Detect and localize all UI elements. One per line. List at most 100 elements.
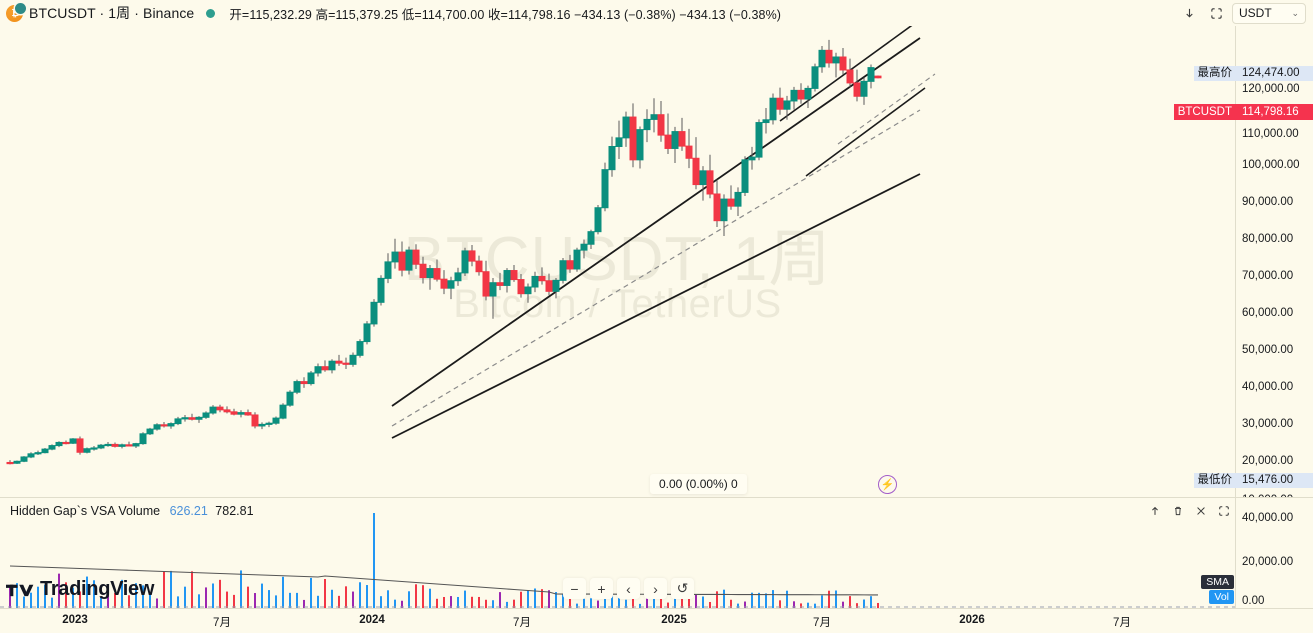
time-tick: 7月 [1113,617,1131,629]
price-chart-plot[interactable]: BTCUSDT, 1周 Bitcoin / TetherUS [0,26,1235,497]
indicator-legend[interactable]: Hidden Gap`s VSA Volume 626.21 782.81 [10,504,254,518]
candlestick-series [6,26,936,465]
price-tick: 30,000.00 [1242,418,1294,430]
volume-bar [590,598,592,608]
zoom-out-button[interactable]: − [563,578,586,599]
candle [846,58,854,88]
candle [447,276,455,300]
candle [475,255,483,276]
candle [587,229,595,249]
candle [13,460,21,465]
volume-bar [191,571,193,608]
symbol-title[interactable]: BTCUSDT · 1周 · Binance [29,5,195,21]
volume-indicator-pane[interactable] [0,498,1235,608]
volume-series [0,513,1235,608]
candle [34,450,42,456]
zoom-in-button[interactable]: + [590,578,613,599]
volume-bar [184,586,186,608]
candle [699,166,707,201]
volume-bar [366,585,368,608]
time-axis[interactable]: 2023 7月 2024 7月 2025 7月 2026 7月 [0,608,1313,633]
candle [258,422,266,430]
candle [748,146,756,170]
candle [314,363,322,377]
candle [55,441,63,448]
volume-bar [667,602,669,608]
volume-bar [219,579,221,608]
move-up-icon[interactable] [1145,501,1165,520]
candle [272,416,280,425]
period-low-label: 最低价 [1193,473,1236,488]
volume-bar [9,585,11,608]
candle [412,244,420,269]
scroll-right-button[interactable]: › [644,578,667,599]
pane-separator[interactable] [0,497,1313,498]
measurement-badge[interactable]: 0.00 (0.00%) 0 [650,474,747,494]
reset-chart-button[interactable]: ↺ [671,578,694,599]
trend-channel-line [391,109,921,427]
volume-bar [807,602,809,608]
candle [762,108,770,134]
candle [664,113,672,154]
candle [20,456,28,463]
volume-bar [163,571,165,608]
volume-bar [16,583,18,608]
volume-axis[interactable]: 40,000.00 20,000.00 0.00 [1235,498,1313,608]
collapse-icon[interactable] [1191,501,1211,520]
volume-bar [723,589,725,608]
candle [552,277,560,299]
candle [804,85,812,109]
volume-bar [485,599,487,608]
volume-bar [625,599,627,608]
candle [482,260,490,301]
fullscreen-icon[interactable] [1205,2,1227,24]
candle [818,46,826,73]
volume-bar [716,591,718,608]
volume-bar [814,603,816,608]
download-icon[interactable] [1178,2,1200,24]
volume-bar [317,595,319,608]
candle [650,98,658,133]
indicator-value-2: 782.81 [215,504,254,518]
candle [713,179,721,227]
currency-unit-select[interactable]: USDT ⌄ [1232,2,1306,24]
volume-bar [639,603,641,608]
candle [321,360,329,372]
candle [90,445,98,451]
period-low-value: 15,476.00 [1236,473,1313,488]
indicator-toolbar [1145,501,1234,520]
maximize-icon[interactable] [1214,501,1234,520]
candle [601,162,609,212]
volume-bar [359,582,361,608]
volume-bar [254,593,256,608]
volume-bar [247,586,249,608]
candle [62,440,70,445]
candle [167,422,175,429]
candle [419,256,427,284]
sma-badge[interactable]: SMA [1201,575,1234,589]
volume-bar [450,596,452,608]
volume-bar [611,593,613,608]
symbol-logo-letter: ₿ [11,7,20,19]
price-axis[interactable]: 120,000.00 110,000.00 100,000.00 90,000.00 8… [1173,26,1313,506]
candle [636,126,644,169]
candle [825,39,833,68]
lightning-icon[interactable]: ⚡ [878,475,897,494]
volume-bar [863,599,865,608]
candle [769,93,777,125]
candle [335,354,343,366]
volume-bar [702,596,704,608]
vol-badge[interactable]: Vol [1209,590,1234,604]
chart-nav-toolbar: − + ‹ › ↺ [563,578,694,599]
price-tick: 110,000.00 [1242,128,1299,140]
delete-icon[interactable] [1168,501,1188,520]
volume-bar [534,588,536,608]
volume-bar [198,594,200,608]
candle [538,267,546,285]
candle [188,413,196,421]
scroll-left-button[interactable]: ‹ [617,578,640,599]
currency-unit-value: USDT [1239,6,1272,20]
symbol-logo-icon: ₿ [6,2,26,22]
candle [300,377,308,388]
volume-bar [870,596,872,608]
